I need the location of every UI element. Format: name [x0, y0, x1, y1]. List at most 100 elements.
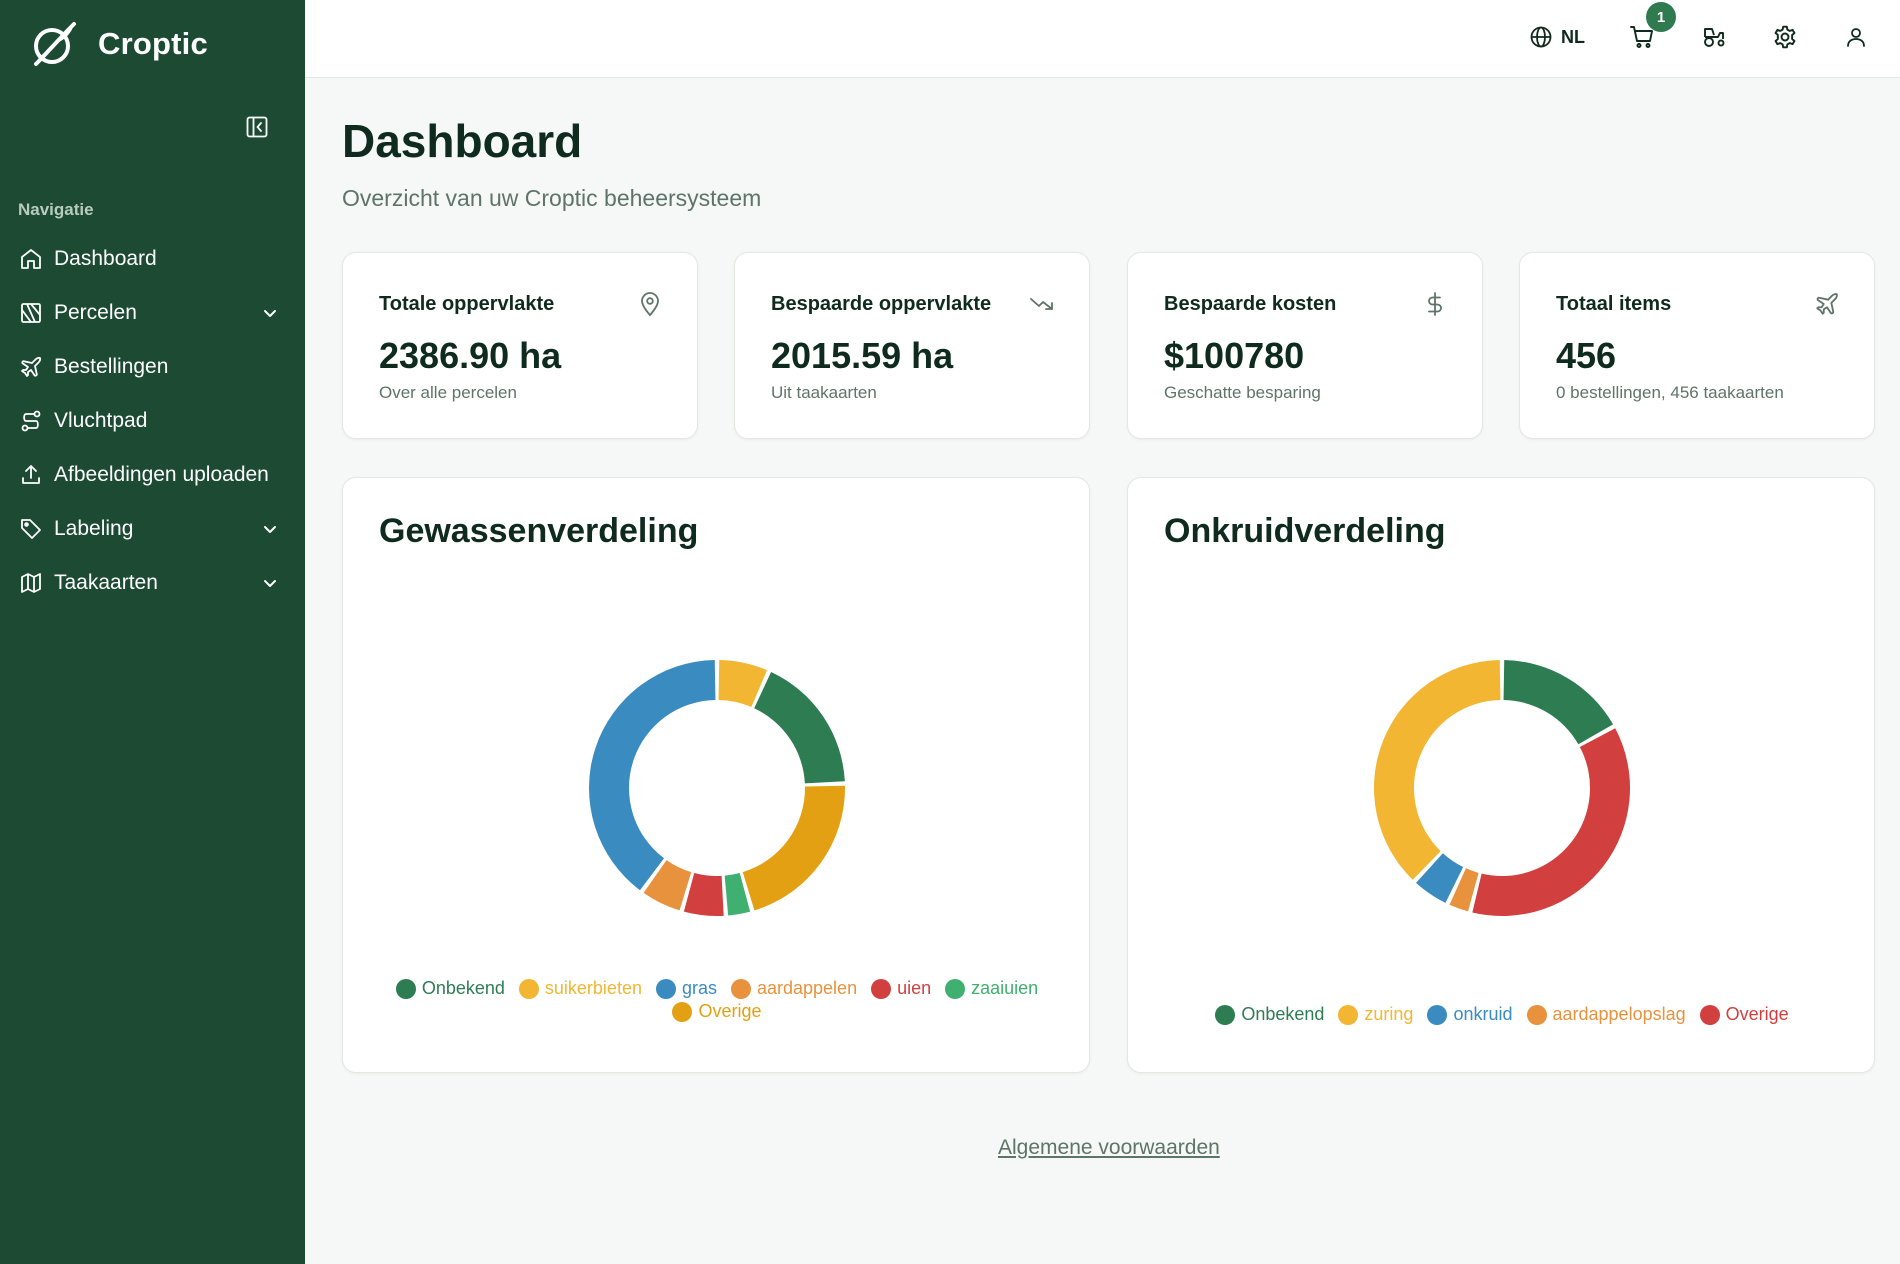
legend-item-overige[interactable]: Overige — [672, 1001, 762, 1022]
legend-item-zuring[interactable]: zuring — [1338, 1004, 1413, 1025]
legend-swatch — [1338, 1004, 1359, 1025]
sidebar-item-label: Labeling — [54, 517, 134, 540]
legend-item-onkruid[interactable]: onkruid — [1427, 1004, 1513, 1025]
dollar-icon — [1428, 292, 1442, 316]
slice-zuring[interactable] — [1374, 660, 1501, 880]
sidebar-item-labeling[interactable]: Labeling — [0, 502, 305, 556]
slice-overige[interactable] — [1472, 728, 1630, 916]
legend-label: zaaiuien — [971, 978, 1039, 998]
sidebar-item-dashboard[interactable]: Dashboard — [0, 232, 305, 286]
stat-title: Totale oppervlakte — [379, 293, 555, 315]
chart-title: Onkruidverdeling — [1164, 512, 1446, 550]
slice-onbekend[interactable] — [1503, 660, 1614, 745]
sidebar-item-vluchtpad[interactable]: Vluchtpad — [0, 394, 305, 448]
stat-card-saved-costs: Bespaarde kosten $100780 Geschatte bespa… — [1127, 252, 1483, 439]
sidebar-item-taakaarten[interactable]: Taakaarten — [0, 556, 305, 610]
terms-link[interactable]: Algemene voorwaarden — [998, 1136, 1220, 1159]
route-icon — [18, 408, 44, 434]
stat-title: Bespaarde oppervlakte — [771, 293, 992, 315]
legend-item-uien[interactable]: uien — [871, 978, 931, 999]
legend-swatch — [1427, 1004, 1448, 1025]
legend-item-overige[interactable]: Overige — [1699, 1004, 1789, 1025]
cart-count-badge: 1 — [1646, 2, 1676, 32]
sidebar-collapse-button[interactable] — [244, 114, 270, 140]
legend-swatch — [672, 1001, 693, 1022]
chart-card-crops: Gewassenverdeling Onbekend suikerbieten gr… — [342, 477, 1090, 1073]
stat-value: $100780 — [1164, 335, 1305, 376]
legend-swatch — [1699, 1004, 1720, 1025]
stat-value: 2015.59 ha — [771, 335, 954, 376]
map-pin-icon — [641, 292, 659, 317]
legend-label: gras — [681, 978, 717, 998]
machines-button[interactable] — [1701, 22, 1727, 52]
legend-label: suikerbieten — [544, 978, 642, 998]
gear-icon — [1774, 25, 1796, 49]
sidebar-item-label: Taakaarten — [54, 571, 158, 594]
legend-item-gras[interactable]: gras — [655, 978, 717, 999]
slice-uien[interactable] — [683, 873, 724, 916]
legend-swatch — [518, 978, 539, 999]
brand-name: Croptic — [98, 26, 208, 61]
legend-item-suikerbieten[interactable]: suikerbieten — [518, 978, 642, 999]
map-icon — [18, 570, 44, 596]
stat-value: 2386.90 ha — [379, 335, 562, 376]
stat-subtext: 0 bestellingen, 456 taakaarten — [1556, 383, 1784, 402]
chevron-down-icon[interactable] — [259, 572, 281, 594]
legend-swatch — [395, 978, 416, 999]
settings-button[interactable] — [1772, 22, 1798, 52]
sidebar-item-bestellingen[interactable]: Bestellingen — [0, 340, 305, 394]
sidebar-nav: Dashboard Percelen Bestellingen Vluchtpa… — [0, 232, 305, 610]
chart-card-weeds: Onkruidverdeling Onbekend zuring onkruid aa… — [1127, 477, 1875, 1073]
globe-icon — [1530, 26, 1552, 48]
slice-aardappelopslag[interactable] — [1449, 868, 1479, 912]
legend-item-aardappelen[interactable]: aardappelen — [730, 978, 858, 999]
chevron-down-icon[interactable] — [259, 518, 281, 540]
stat-card-total-area: Totale oppervlakte 2386.90 ha Over alle … — [342, 252, 698, 439]
sidebar-item-label: Vluchtpad — [54, 409, 148, 432]
legend-label: Onbekend — [421, 978, 505, 998]
plane-icon — [18, 354, 44, 380]
legend-label: aardappelen — [756, 978, 858, 998]
user-menu-button[interactable] — [1844, 22, 1868, 52]
legend-item-zaaiuien[interactable]: zaaiuien — [945, 978, 1038, 999]
slice-onbekend[interactable] — [754, 671, 845, 784]
legend-label: onkruid — [1453, 1004, 1513, 1024]
home-icon — [18, 246, 44, 272]
legend-swatch — [1215, 1004, 1236, 1025]
sidebar-item-label: Dashboard — [54, 247, 157, 270]
shopping-cart-icon — [1630, 26, 1653, 48]
legend-label: zuring — [1364, 1004, 1414, 1024]
sidebar-item-label: Bestellingen — [54, 355, 169, 378]
map-field-icon — [18, 300, 44, 326]
panel-collapse-icon — [246, 116, 268, 138]
slice-gras[interactable] — [589, 660, 716, 891]
slice-suikerbieten[interactable] — [718, 660, 768, 707]
language-switcher[interactable]: NL — [1529, 22, 1585, 52]
trending-down-icon — [1030, 298, 1053, 310]
user-icon — [1847, 28, 1865, 47]
legend-item-onbekend[interactable]: Onbekend — [395, 978, 505, 999]
stat-title: Totaal items — [1556, 293, 1672, 315]
plane-icon — [1816, 293, 1838, 315]
slice-aardappelen[interactable] — [643, 860, 692, 911]
legend-label: Overige — [698, 1001, 762, 1021]
legend-item-onbekend[interactable]: Onbekend — [1215, 1004, 1324, 1025]
chart-title: Gewassenverdeling — [379, 512, 699, 550]
upload-icon — [18, 462, 44, 488]
slice-zaaiuien[interactable] — [724, 873, 751, 916]
sidebar-item-percelen[interactable]: Percelen — [0, 286, 305, 340]
sidebar: Croptic Navigatie Dashboard Percelen — [0, 0, 305, 1264]
croptic-logo-icon — [34, 22, 76, 66]
stat-subtext: Uit taakaarten — [771, 383, 877, 402]
sidebar-item-label: Percelen — [54, 301, 137, 324]
sidebar-item-afbeeldingen-uploaden[interactable]: Afbeeldingen uploaden — [0, 448, 305, 502]
tractor-icon — [1704, 28, 1725, 47]
cart-button[interactable] — [1629, 22, 1655, 52]
slice-onkruid[interactable] — [1416, 853, 1464, 903]
chevron-down-icon[interactable] — [259, 302, 281, 324]
brand[interactable]: Croptic — [28, 14, 208, 74]
tag-icon — [18, 516, 44, 542]
legend-item-aardappelopslag[interactable]: aardappelopslag — [1526, 1004, 1686, 1025]
slice-overige[interactable] — [742, 785, 845, 911]
topbar: NL 1 — [305, 0, 1900, 78]
